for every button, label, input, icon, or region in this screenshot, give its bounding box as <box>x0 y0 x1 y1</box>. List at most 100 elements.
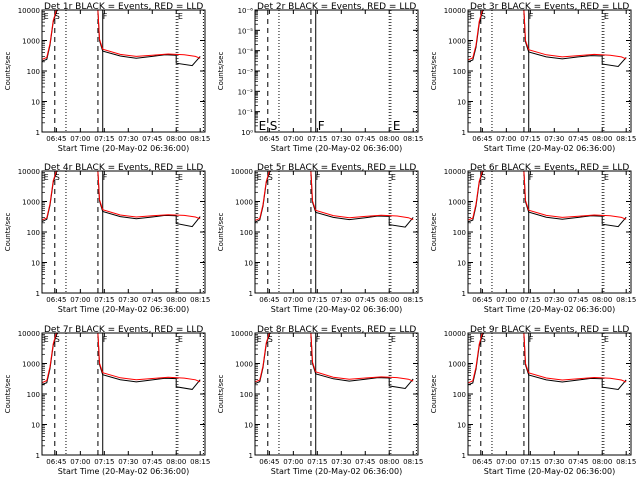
chart-panel-3: Det 3r BLACK = Events, RED = LLD Counts/s… <box>430 2 636 153</box>
x-tick-label: 07:15 <box>94 296 114 304</box>
plot-frame <box>41 170 206 294</box>
x-axis-label: Start Time (20-May-02 06:36:00) <box>271 305 402 314</box>
corner-label: E <box>604 335 609 344</box>
x-tick-label: 07:15 <box>307 296 327 304</box>
corner-label: S <box>55 335 60 344</box>
x-tick-label: 08:15 <box>190 135 210 143</box>
y-tick-label: 1000 <box>22 361 40 369</box>
y-tick-label: 10000 <box>444 330 466 338</box>
y-tick-label: 1 <box>462 129 466 137</box>
y-tick-label: 10 <box>457 99 466 107</box>
x-tick-label: 07:30 <box>118 135 138 143</box>
x-tick-label: 07:15 <box>520 296 540 304</box>
x-tick-label: 06:45 <box>259 135 279 143</box>
y-tick-label: 10⁻¹ <box>238 109 254 117</box>
y-tick-label: 1000 <box>22 199 40 207</box>
y-tick-label: 10 <box>244 422 253 430</box>
chart-panel-8: Det 8r BLACK = Events, RED = LLD Counts/s… <box>217 325 423 476</box>
y-tick-label: 1 <box>462 452 466 460</box>
corner-label: S <box>270 119 278 133</box>
corner-label: S <box>268 335 273 344</box>
corner-label: F <box>103 12 108 21</box>
x-tick-label: 08:15 <box>190 458 210 466</box>
corner-label: E <box>470 335 475 344</box>
corner-label: E <box>391 335 396 344</box>
corner-label: E <box>44 12 49 21</box>
y-tick-label: 1 <box>462 290 466 298</box>
x-tick-label: 08:15 <box>616 135 636 143</box>
x-tick-label: 06:45 <box>259 296 279 304</box>
corner-label: S <box>481 173 486 182</box>
corner-label: E <box>604 173 609 182</box>
x-tick-label: 07:15 <box>520 135 540 143</box>
x-axis-label: Start Time (20-May-02 06:36:00) <box>271 467 402 476</box>
x-tick-label: 08:15 <box>616 458 636 466</box>
y-axis-label: Counts/sec <box>217 375 225 414</box>
x-tick-label: 08:00 <box>166 458 186 466</box>
y-tick-label: 100 <box>453 229 466 237</box>
corner-label: E <box>257 173 262 182</box>
x-tick-label: 07:45 <box>142 458 162 466</box>
x-tick-label: 07:00 <box>496 135 516 143</box>
series-line-lld <box>254 332 414 383</box>
y-axis-label: Counts/sec <box>217 52 225 91</box>
series-line-lld <box>467 332 627 384</box>
chart-title: Det 8r BLACK = Events, RED = LLD <box>257 325 416 335</box>
x-tick-label: 08:00 <box>166 296 186 304</box>
plot-frame <box>41 9 206 133</box>
corner-label: F <box>103 335 108 344</box>
x-axis-label: Start Time (20-May-02 06:36:00) <box>58 467 189 476</box>
chart-panel-4: Det 4r BLACK = Events, RED = LLD Counts/s… <box>4 163 210 314</box>
series-line-lld <box>467 9 627 61</box>
x-tick-label: 08:00 <box>592 458 612 466</box>
y-tick-label: 10⁻² <box>238 88 254 96</box>
chart-title: Det 6r BLACK = Events, RED = LLD <box>470 163 629 173</box>
x-tick-label: 07:30 <box>331 135 351 143</box>
series-line-lld <box>41 332 201 384</box>
y-tick-label: 100 <box>240 229 253 237</box>
y-tick-label: 10 <box>31 422 40 430</box>
chart-panel-6: Det 6r BLACK = Events, RED = LLD Counts/s… <box>430 163 636 314</box>
y-tick-label: 10000 <box>18 330 40 338</box>
y-axis-label: Counts/sec <box>217 213 225 252</box>
corner-label: F <box>529 173 534 182</box>
x-tick-label: 07:45 <box>355 135 375 143</box>
chart-title: Det 9r BLACK = Events, RED = LLD <box>470 325 629 335</box>
x-tick-label: 08:00 <box>379 135 399 143</box>
corner-label: E <box>44 335 49 344</box>
x-tick-label: 06:45 <box>259 458 279 466</box>
corner-label: F <box>529 12 534 21</box>
plot-frame <box>254 9 419 133</box>
x-tick-label: 07:30 <box>544 296 564 304</box>
x-tick-label: 08:00 <box>592 135 612 143</box>
y-axis-label: Counts/sec <box>4 375 12 414</box>
plot-frame <box>467 332 632 456</box>
y-tick-label: 1 <box>36 452 40 460</box>
corner-label: E <box>604 12 609 21</box>
y-tick-label: 10⁻⁴ <box>238 48 254 56</box>
corner-label: S <box>268 173 273 182</box>
corner-label: E <box>178 173 183 182</box>
x-tick-label: 07:30 <box>544 135 564 143</box>
corner-label: S <box>55 12 60 21</box>
x-tick-label: 07:00 <box>70 458 90 466</box>
x-tick-label: 07:30 <box>331 458 351 466</box>
chart-title: Det 4r BLACK = Events, RED = LLD <box>44 163 203 173</box>
series-line-lld <box>467 170 627 221</box>
corner-label: S <box>55 173 60 182</box>
x-axis-label: Start Time (20-May-02 06:36:00) <box>484 144 615 153</box>
corner-label: E <box>178 12 183 21</box>
corner-label: E <box>178 335 183 344</box>
y-tick-label: 10000 <box>444 7 466 15</box>
y-tick-label: 1 <box>36 129 40 137</box>
plot-frame <box>467 9 632 133</box>
y-tick-label: 10⁻⁵ <box>238 27 254 35</box>
x-tick-label: 07:15 <box>520 458 540 466</box>
chart-title: Det 5r BLACK = Events, RED = LLD <box>257 163 416 173</box>
x-axis-label: Start Time (20-May-02 06:36:00) <box>484 305 615 314</box>
x-tick-label: 07:15 <box>94 135 114 143</box>
y-tick-label: 100 <box>27 391 40 399</box>
chart-title: Det 3r BLACK = Events, RED = LLD <box>470 2 629 12</box>
y-axis-label: Counts/sec <box>430 213 438 252</box>
